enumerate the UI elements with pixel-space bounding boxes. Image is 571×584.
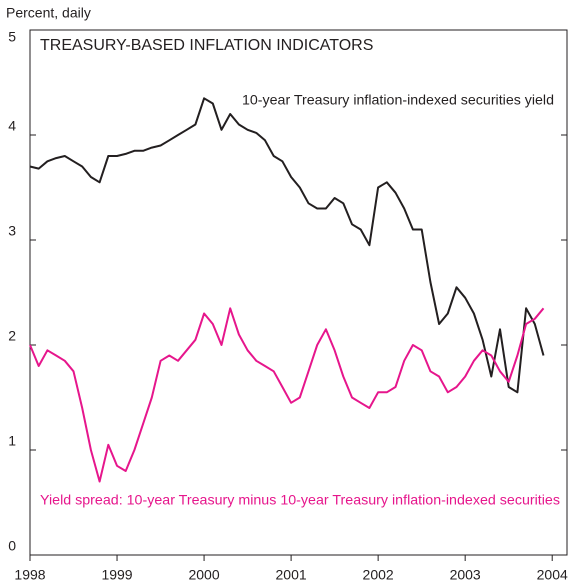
x-tick-label: 2003 <box>450 567 481 583</box>
y-tick-label: 2 <box>8 328 16 344</box>
plot-frame <box>29 29 568 556</box>
chart-title: TREASURY-BASED INFLATION INDICATORS <box>40 37 373 54</box>
series-label: Yield spread: 10-year Treasury minus 10-… <box>40 492 560 508</box>
y-tick-label: 4 <box>8 118 16 134</box>
series-line <box>29 307 545 483</box>
y-tick-label: 5 <box>8 29 16 45</box>
x-tick-label: 1999 <box>101 567 132 583</box>
x-tick-label: 2002 <box>363 567 394 583</box>
y-tick-label: 0 <box>8 538 16 554</box>
x-tick-label: 2001 <box>276 567 307 583</box>
series-label: 10-year Treasury inflation-indexed secur… <box>242 92 554 108</box>
y-tick-label: 3 <box>8 223 16 239</box>
series-line <box>29 97 545 394</box>
y-axis-label: Percent, daily <box>6 5 91 21</box>
x-tick-label: 2000 <box>188 567 219 583</box>
y-tick-label: 1 <box>8 433 16 449</box>
x-tick-label: 2004 <box>537 567 568 583</box>
x-tick-label: 1998 <box>14 567 45 583</box>
